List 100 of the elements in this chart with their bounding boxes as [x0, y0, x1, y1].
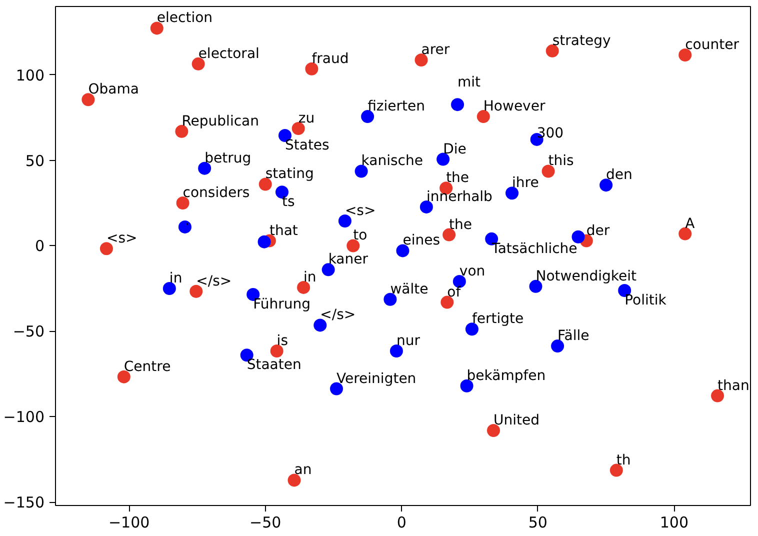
- x-tick-label: −100: [108, 514, 150, 532]
- annotation: von: [459, 263, 486, 280]
- point: [420, 200, 433, 214]
- y-tick-label: −50: [12, 322, 44, 341]
- x-tick-label: 50: [528, 514, 548, 532]
- annotation: fizierten: [368, 98, 425, 115]
- annotation: considers: [182, 185, 250, 202]
- annotation: ts: [282, 194, 295, 210]
- point: [305, 62, 318, 76]
- point: [572, 230, 585, 244]
- y-tick-label: 0: [34, 237, 45, 256]
- point: [346, 239, 360, 252]
- annotation: innerhalb: [426, 188, 493, 205]
- x-tick-label: 100: [660, 514, 689, 532]
- point: [551, 340, 564, 353]
- annotation: in: [304, 269, 316, 286]
- point: [600, 178, 613, 192]
- y-tick-label: −100: [3, 408, 45, 426]
- annotation: Fälle: [558, 328, 590, 344]
- point: [711, 389, 724, 402]
- annotation: der: [586, 222, 610, 239]
- annotation: eines: [402, 232, 440, 249]
- annotation: wälte: [390, 281, 428, 298]
- point: [361, 110, 374, 124]
- point: [678, 48, 692, 62]
- annotation: an: [294, 462, 312, 478]
- annotation: However: [483, 98, 546, 115]
- point: [414, 54, 428, 66]
- annotation: </s>: [196, 273, 232, 290]
- annotation: Tatsächliche: [490, 240, 578, 257]
- point: [354, 164, 368, 178]
- point: [162, 282, 176, 295]
- point: [150, 22, 164, 35]
- annotation: of: [447, 284, 462, 300]
- annotation: fraud: [312, 50, 349, 67]
- annotation: Politik: [624, 292, 668, 309]
- annotation: <s>: [106, 230, 138, 247]
- point: [297, 280, 310, 294]
- point: [506, 186, 519, 200]
- point: [396, 244, 410, 258]
- annotation: United: [493, 412, 540, 428]
- point: [117, 370, 130, 384]
- annotation: that: [269, 222, 298, 239]
- point: [82, 93, 95, 106]
- point: [451, 98, 464, 112]
- annotation: Obama: [88, 82, 139, 98]
- annotation: election: [156, 10, 213, 26]
- x-tick-label: −50: [250, 514, 282, 532]
- annotation: Die: [443, 141, 466, 158]
- point: [486, 424, 500, 437]
- y-tick-label: 50: [25, 152, 45, 170]
- point: [178, 220, 192, 234]
- annotation: Staaten: [246, 357, 302, 374]
- annotation: Vereinigten: [336, 370, 416, 387]
- point: [314, 318, 327, 332]
- annotation: zu: [298, 110, 315, 127]
- annotation: strategy: [552, 32, 611, 49]
- point: [384, 292, 397, 306]
- annotation: this: [548, 153, 574, 170]
- point: [610, 464, 623, 477]
- annotation: arer: [421, 42, 450, 58]
- annotation: in: [169, 270, 182, 286]
- point: [390, 344, 403, 358]
- point: [100, 242, 113, 256]
- annotation: A: [685, 216, 696, 232]
- annotation: than: [718, 378, 750, 394]
- annotation: fertigte: [472, 311, 524, 328]
- annotation: kaner: [328, 252, 368, 268]
- point: [292, 122, 305, 136]
- annotation: stating: [265, 166, 314, 182]
- annotation: den: [606, 167, 632, 184]
- point: [270, 344, 284, 358]
- point: [288, 474, 301, 487]
- annotation: Centre: [124, 358, 171, 375]
- annotation: to: [353, 228, 368, 244]
- annotation: counter: [685, 37, 740, 54]
- point: [476, 110, 490, 124]
- point: [258, 235, 271, 248]
- annotation: bekämpfen: [466, 368, 546, 384]
- point: [440, 296, 454, 309]
- annotation: kanische: [361, 153, 423, 170]
- annotation: Republican: [182, 113, 259, 130]
- y-tick-label: 100: [16, 66, 45, 84]
- annotation: States: [284, 138, 330, 154]
- annotation: ihre: [512, 175, 539, 192]
- point: [436, 152, 450, 166]
- annotation: mit: [458, 74, 482, 91]
- annotation: </s>: [320, 307, 356, 324]
- point: [338, 214, 352, 228]
- point: [442, 228, 456, 242]
- annotation: betrug: [204, 150, 252, 166]
- annotation: is: [276, 333, 288, 350]
- annotation: .: [184, 212, 190, 229]
- annotation: the: [446, 170, 470, 186]
- point: [176, 196, 190, 210]
- x-tick-label: 0: [396, 514, 406, 532]
- annotation: electoral: [198, 46, 260, 62]
- point: [542, 164, 555, 178]
- y-tick-label: −150: [3, 494, 45, 512]
- annotation: th: [616, 452, 631, 468]
